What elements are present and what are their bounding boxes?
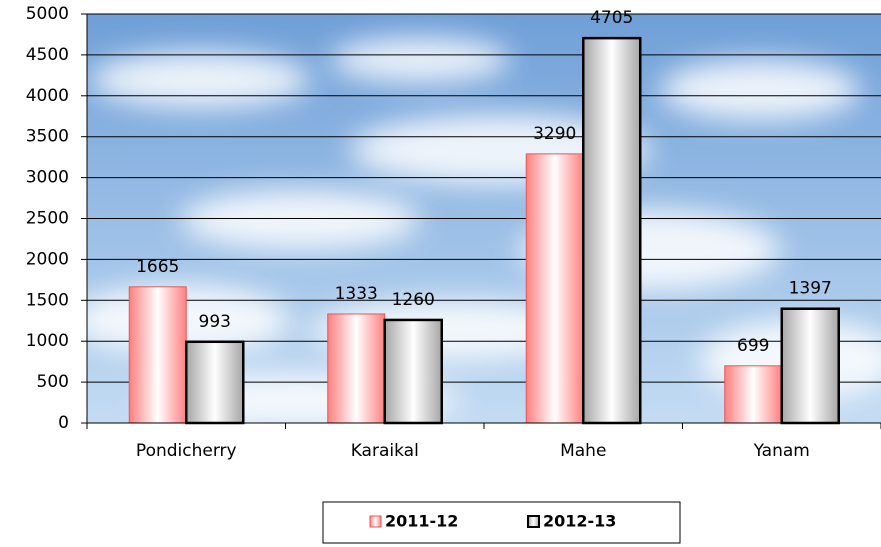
- bar: [725, 366, 782, 423]
- y-tick-label: 500: [37, 372, 69, 392]
- y-tick-label: 4500: [26, 45, 69, 65]
- legend-label: 2012-13: [543, 512, 616, 531]
- data-label: 3290: [533, 124, 576, 144]
- y-tick-label: 5000: [26, 4, 69, 24]
- bar: [186, 342, 243, 423]
- chart: 0 500 1000 1500 2000 2500 3000 3500 4000 4500 5000…: [0, 0, 881, 547]
- bar: [385, 320, 442, 423]
- x-tick-label: Yanam: [753, 441, 810, 461]
- legend-label: 2011-12: [385, 512, 458, 531]
- y-tick-label: 3000: [26, 168, 69, 188]
- data-label: 4705: [590, 8, 633, 28]
- y-tick-label: 2000: [26, 249, 69, 269]
- bar: [328, 314, 385, 423]
- data-label: 1333: [335, 284, 378, 304]
- data-label: 993: [199, 312, 231, 332]
- x-tick-label: Karaikal: [351, 441, 419, 461]
- data-label: 1665: [136, 257, 179, 277]
- x-tick-label: Mahe: [560, 441, 606, 461]
- y-tick-label: 0: [58, 413, 69, 433]
- y-tick-label: 2500: [26, 209, 69, 229]
- bar: [129, 287, 186, 423]
- x-tick-label: Pondicherry: [136, 441, 237, 461]
- bar: [782, 309, 839, 423]
- y-tick-label: 1500: [26, 290, 69, 310]
- data-label: 1260: [392, 290, 435, 310]
- legend-swatch: [370, 516, 381, 527]
- y-tick-label: 4000: [26, 86, 69, 106]
- data-label: 699: [737, 336, 769, 356]
- bar: [583, 38, 640, 423]
- y-tick-label: 3500: [26, 127, 69, 147]
- legend-swatch: [528, 516, 539, 527]
- data-label: 1397: [789, 279, 832, 299]
- y-tick-label: 1000: [26, 331, 69, 351]
- bar: [526, 154, 583, 423]
